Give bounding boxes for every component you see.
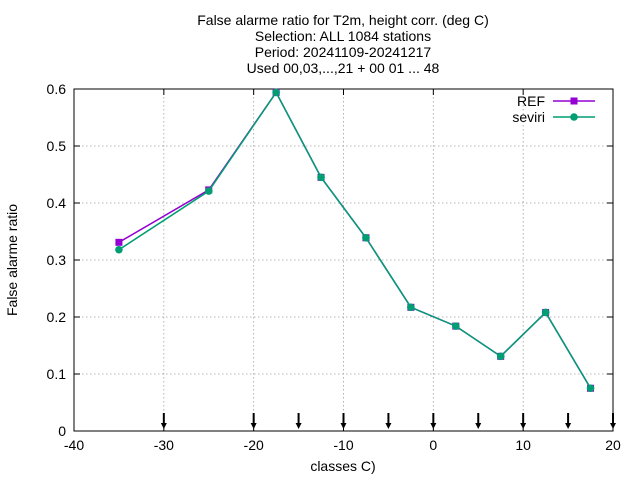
y-tick-label: 0.1 [47,366,67,382]
class-boundary-arrow-head [565,423,572,429]
series-ref [115,88,595,392]
data-series [115,88,595,393]
series-line [118,90,592,389]
legend-label: REF [517,93,545,109]
data-point [362,233,370,242]
data-point [317,173,325,182]
data-point [272,88,280,97]
class-boundary-arrow-head [295,423,302,429]
legend-item-ref: REF [517,93,595,109]
class-boundary-arrow-head [610,423,616,429]
y-tick-label: 0.3 [47,252,67,268]
y-tick-label: 0.5 [47,138,67,154]
class-boundary-arrow-head [160,423,167,429]
legend-item-seviri: seviri [512,109,595,125]
data-point [586,384,595,393]
data-point [541,308,550,317]
y-tick-label: 0.2 [47,309,67,325]
x-tick-label: -20 [244,437,264,453]
x-tick-label: 0 [429,437,437,453]
y-axis-label: False alarme ratio [4,204,20,316]
data-point [204,187,213,195]
series-seviri [115,88,595,393]
title-line-2: Selection: ALL 1084 stations [255,28,431,44]
class-boundary-arrow-head [520,423,527,429]
class-boundary-arrows [160,413,616,429]
series-line [118,90,592,389]
title-line-4: Used 00,03,...,21 + 00 01 ... 48 [247,60,440,76]
title-line-3: Period: 20241109-20241217 [255,44,432,60]
x-tick-label: 10 [515,437,531,453]
class-boundary-arrow-head [250,423,257,429]
class-boundary-arrow-head [475,423,482,429]
grid-lines [74,89,613,431]
data-point [407,303,415,312]
y-tick-label: 0.4 [47,195,67,211]
class-boundary-arrow-head [340,423,347,429]
axis-ticks: -40 -30 -20 -10 0 10 20 0 0.1 0.2 0.3 0.4 0.5 0.6 [47,81,621,453]
data-point [115,245,123,254]
data-point [451,322,460,330]
y-tick-label: 0 [58,423,66,439]
x-tick-label: -40 [64,437,84,453]
x-tick-label: -10 [333,437,353,453]
title-line-1: False alarme ratio for T2m, height corr.… [197,12,489,28]
y-tick-label: 0.6 [47,81,67,97]
legend-swatch-marker [570,113,578,121]
x-tick-label: 20 [605,437,621,453]
x-tick-label: -30 [154,437,174,453]
class-boundary-arrow-head [430,423,437,429]
class-boundary-arrow-head [385,423,392,429]
legend-label: seviri [512,109,545,125]
x-axis-label: classes C) [310,458,375,474]
data-point [496,352,505,361]
chart-title: False alarme ratio for T2m, height corr.… [197,12,489,76]
data-point [115,238,123,246]
legend-swatch-marker [570,97,578,105]
